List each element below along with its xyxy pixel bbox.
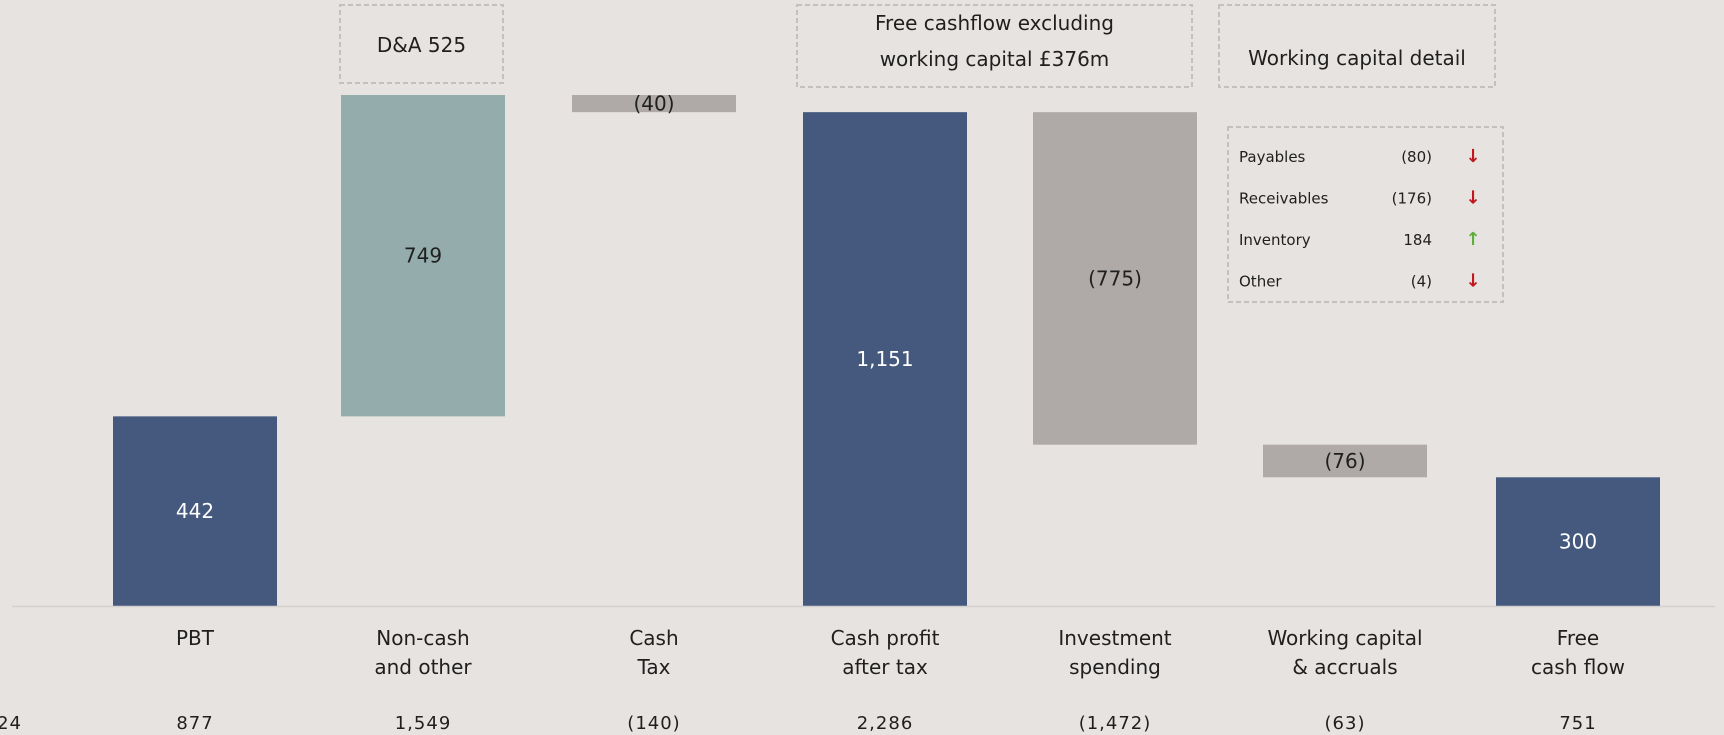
bar-value-label: (40) <box>633 92 674 116</box>
category-label: Investment spending <box>1058 626 1171 679</box>
category-label: Non-cash and other <box>374 626 472 679</box>
bar-5 <box>1033 112 1197 445</box>
working-capital-title: Working capital detail <box>1248 46 1466 70</box>
arrow-down-icon: ↓ <box>1465 188 1480 209</box>
prior-value: 2,286 <box>857 713 914 734</box>
prior-value: (140) <box>627 713 680 734</box>
working-capital-panel <box>1227 126 1504 303</box>
arrow-up-icon: ↑ <box>1465 229 1480 250</box>
bar-3 <box>572 95 736 113</box>
prior-year-values: 24 877 1,549 (140) 2,286 (1,472) (63) 751 <box>0 713 1596 734</box>
bar-1 <box>113 416 277 606</box>
bar-2 <box>341 95 505 417</box>
category-label: PBT <box>176 626 215 650</box>
annotation-box <box>339 4 504 84</box>
category-label: Working capital & accruals <box>1267 626 1422 679</box>
wc-row-label: Other <box>1239 273 1282 291</box>
annotation-boxes: D&A 525 Free cashflow excluding working ca… <box>339 4 1496 88</box>
bar-value-label: (76) <box>1324 449 1365 473</box>
bar-4 <box>803 112 967 606</box>
bar-value-label: 442 <box>176 499 214 523</box>
prior-value: 877 <box>176 713 213 734</box>
prior-value: (1,472) <box>1079 713 1152 734</box>
wc-row-value: (4) <box>1411 273 1432 291</box>
category-label: Cash Tax <box>629 626 678 679</box>
prior-value: 1,549 <box>395 713 452 734</box>
category-label: Cash profit after tax <box>831 626 940 679</box>
wc-row-value: (176) <box>1392 190 1432 208</box>
prior-value: 24 <box>0 713 22 734</box>
wc-row-value: (80) <box>1401 148 1432 166</box>
annotation-text: Free cashflow excluding <box>875 11 1114 35</box>
bar-value-label: 300 <box>1559 530 1597 554</box>
prior-value: 751 <box>1559 713 1596 734</box>
bar-7 <box>1496 477 1660 606</box>
prior-value: (63) <box>1325 713 1366 734</box>
category-labels: PBT Non-cash and other Cash Tax Cash profit af… <box>176 626 1625 679</box>
annotation-text: working capital £376m <box>880 47 1110 71</box>
working-capital-detail: Payables (80) ↓ Receivables (176) ↓ Inventory 1… <box>1227 126 1504 303</box>
bars-group: 442 749 (40) 1,151 (775) (76) 300 <box>113 92 1660 606</box>
bar-value-label: 749 <box>404 244 442 268</box>
annotation-text: D&A 525 <box>377 33 466 57</box>
wc-row-label: Payables <box>1239 148 1306 166</box>
category-label: Free cash flow <box>1531 626 1625 679</box>
wc-row-value: 184 <box>1403 231 1432 249</box>
annotation-box <box>796 4 1193 88</box>
arrow-down-icon: ↓ <box>1465 271 1480 292</box>
bar-value-label: 1,151 <box>856 347 913 371</box>
wc-row-label: Inventory <box>1239 231 1311 249</box>
wc-row-label: Receivables <box>1239 190 1329 208</box>
bar-6 <box>1263 444 1427 478</box>
arrow-down-icon: ↓ <box>1465 146 1480 167</box>
annotation-box <box>1218 4 1496 88</box>
bar-value-label: (775) <box>1088 266 1142 290</box>
